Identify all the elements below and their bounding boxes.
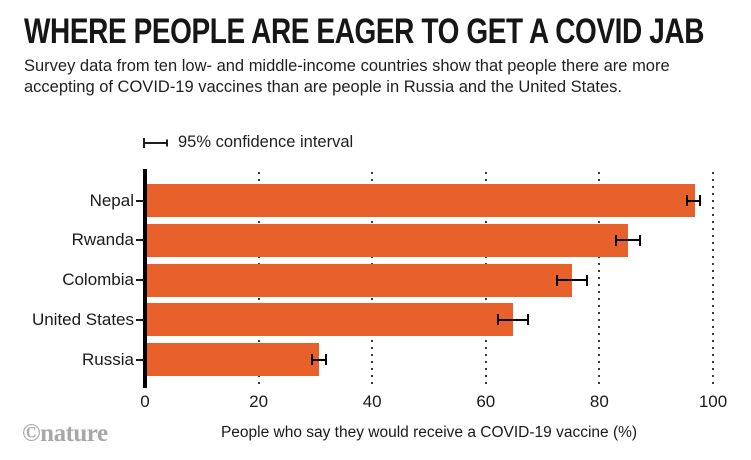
legend-label: 95% confidence interval [178, 133, 354, 151]
category-label: Russia [82, 349, 134, 369]
error-bar-cap [615, 234, 618, 246]
error-bar-cap [585, 274, 588, 286]
category-tick [136, 239, 144, 242]
category-label: Nepal [89, 190, 134, 210]
bar [147, 343, 319, 377]
x-tick-label: 80 [589, 392, 609, 411]
x-tick-label: 20 [249, 392, 269, 411]
error-bar-cap [310, 354, 313, 366]
gridline [598, 172, 601, 385]
bar [147, 184, 695, 217]
x-tick-label: 40 [362, 392, 382, 411]
error-bar [556, 279, 587, 282]
x-tick-label: 0 [140, 392, 150, 411]
error-bar-cap [698, 195, 701, 206]
legend: 95% confidence interval [142, 133, 353, 152]
error-bar-icon [142, 136, 169, 150]
gridline [712, 172, 714, 385]
error-bar-cap [555, 274, 558, 286]
category-tick [136, 318, 144, 321]
x-axis-label: People who say they would receive a COVI… [220, 424, 638, 441]
category-tick [136, 358, 144, 361]
bar [147, 263, 573, 297]
error-bar [497, 318, 528, 321]
error-bar-cap [325, 354, 328, 366]
error-bar [686, 199, 700, 202]
bar [147, 303, 514, 337]
category-label: Colombia [62, 270, 134, 290]
category-tick [136, 279, 144, 282]
error-bar-cap [496, 314, 499, 326]
x-tick-label: 60 [476, 392, 496, 411]
category-label: United States [31, 309, 134, 329]
error-bar [311, 358, 327, 361]
y-axis-line [143, 169, 147, 388]
error-bar [616, 239, 641, 242]
category-label: Rwanda [71, 230, 134, 250]
bar [147, 223, 628, 257]
x-tick-label: 100 [698, 392, 728, 411]
category-tick [136, 199, 144, 202]
page-title: WHERE PEOPLE ARE EAGER TO GET A COVID JA… [24, 12, 705, 51]
error-bar-cap [639, 234, 642, 246]
nature-watermark: ©nature [22, 420, 108, 447]
error-bar-cap [526, 314, 529, 326]
figure-subtitle: Survey data from ten low- and middle-inc… [24, 57, 670, 96]
error-bar-cap [685, 195, 688, 206]
